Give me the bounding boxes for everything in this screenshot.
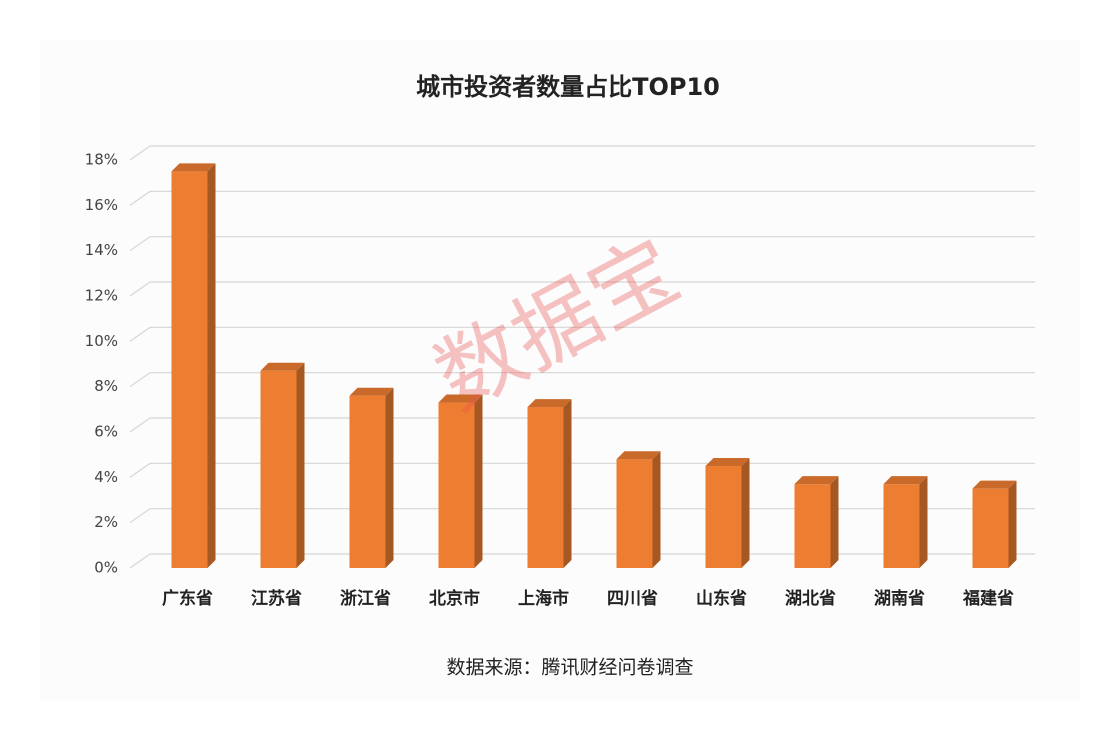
- bars: 广东省 江苏省 浙江省 北京市 上海市 四川省 山东省 湖北省 湖南省 福建省: [162, 163, 1017, 609]
- x-tick-label: 四川省: [607, 588, 658, 609]
- y-tick-label: 0%: [94, 559, 118, 577]
- y-tick-label: 14%: [85, 241, 118, 259]
- bar-side: [652, 451, 661, 568]
- bar-top: [794, 476, 839, 485]
- bar-side: [207, 163, 216, 569]
- chart-title: 城市投资者数量占比TOP10: [416, 73, 720, 101]
- x-tick-label: 山东省: [696, 588, 747, 609]
- bar: [527, 407, 564, 568]
- bar-top: [705, 458, 750, 466]
- x-tick-label: 北京市: [429, 588, 480, 609]
- grid-line: [129, 190, 1035, 206]
- y-tick-label: 6%: [94, 423, 118, 441]
- source-note: 数据来源：腾讯财经问卷调查: [446, 657, 693, 679]
- bar-top: [616, 451, 661, 460]
- x-tick-label: 江苏省: [251, 588, 302, 609]
- y-tick-label: 16%: [85, 196, 118, 214]
- bar-top: [883, 476, 928, 485]
- grid-line: [129, 145, 1035, 161]
- bar-side: [563, 399, 572, 568]
- grid-line: [129, 236, 1035, 252]
- bar: [349, 395, 386, 568]
- bar-top: [438, 394, 483, 403]
- bar-side: [1008, 480, 1017, 568]
- y-tick-label: 18%: [85, 151, 118, 169]
- grid-line: [129, 372, 1035, 388]
- bar-side: [296, 362, 305, 568]
- bar-top: [349, 387, 394, 396]
- bar-top: [972, 480, 1017, 489]
- bar-top: [171, 163, 216, 172]
- x-tick-label: 湖南省: [874, 588, 925, 609]
- grid-line: [129, 281, 1035, 297]
- bar-side: [385, 387, 394, 568]
- bar: [438, 402, 475, 568]
- y-tick-label: 2%: [94, 513, 118, 531]
- bar-side: [830, 476, 839, 568]
- bar: [705, 466, 742, 568]
- x-tick-label: 上海市: [518, 588, 569, 609]
- y-tick-label: 4%: [94, 468, 118, 486]
- bar-top: [260, 362, 305, 371]
- y-tick-label: 8%: [94, 377, 118, 395]
- bar: [794, 484, 831, 568]
- grid-line: [129, 326, 1035, 342]
- bar: [260, 370, 297, 568]
- bar-side: [474, 394, 483, 568]
- bar-top: [527, 399, 572, 408]
- x-tick-label: 福建省: [962, 588, 1014, 609]
- bar: [171, 171, 208, 569]
- bar: [883, 484, 920, 568]
- y-tick-label: 12%: [85, 287, 118, 305]
- grid: 0% 2% 4% 6% 8% 10% 12% 14% 16% 18%: [85, 145, 1035, 577]
- bar-side: [741, 458, 750, 568]
- y-tick-label: 10%: [85, 332, 118, 350]
- bar-side: [919, 476, 928, 568]
- bar: [972, 488, 1009, 568]
- bar: [616, 459, 653, 568]
- x-tick-label: 湖北省: [785, 588, 836, 609]
- x-tick-label: 广东省: [162, 588, 213, 609]
- grid-line: [129, 417, 1035, 433]
- x-tick-label: 浙江省: [340, 588, 391, 609]
